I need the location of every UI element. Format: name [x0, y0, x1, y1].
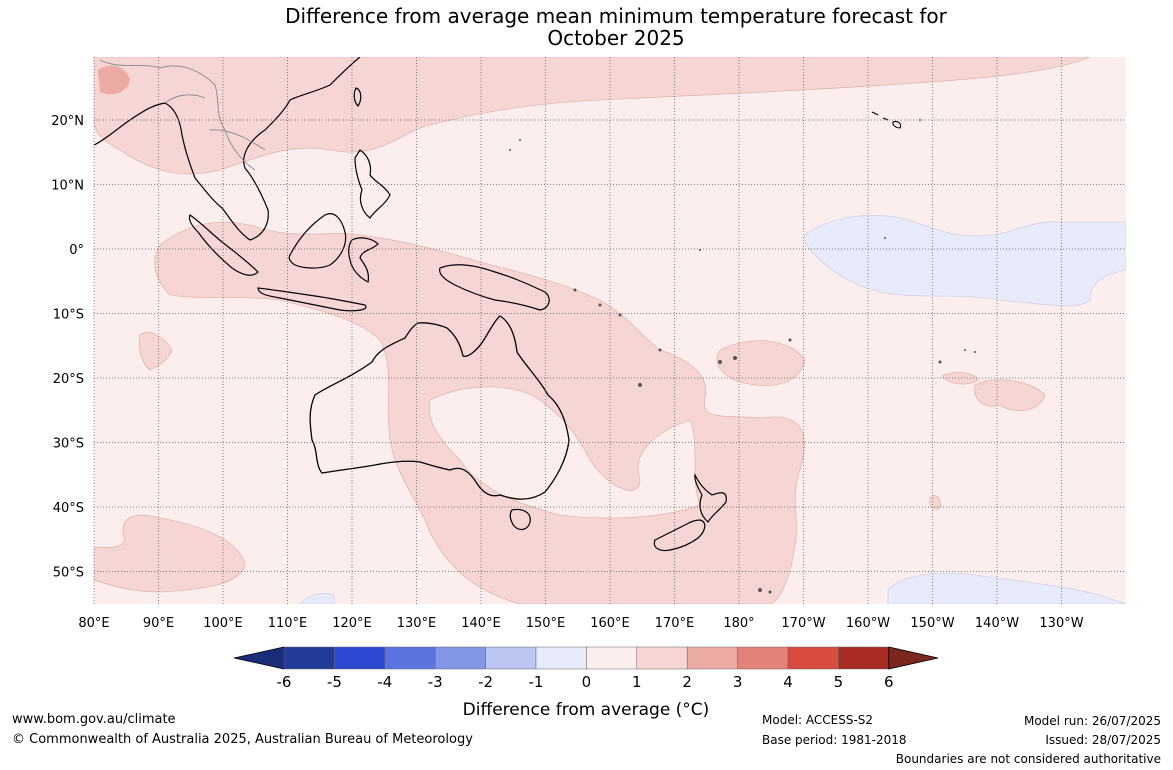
- borders: [99, 59, 266, 171]
- colorbar-tick-label: -6: [277, 673, 292, 691]
- lon-tick-label: 130°E: [397, 616, 437, 631]
- latitude-labels: 20°N 10°N 0° 10°S 20°S 30°S 40°S 50°S: [51, 114, 84, 581]
- taiwan-coastline: [353, 87, 362, 107]
- lat-tick-label: 20°S: [53, 372, 84, 387]
- lon-tick-label: 100°E: [203, 616, 243, 631]
- colorbar-tick-label: 2: [682, 673, 692, 691]
- colorbar-tick-label: 6: [884, 673, 894, 691]
- colorbar-tick-label: -2: [478, 673, 493, 691]
- colorbar-segment: [838, 646, 890, 670]
- lon-tick-label: 140°E: [461, 616, 501, 631]
- sumatra-coastline: [188, 214, 259, 276]
- colorbar-segment: [283, 646, 335, 670]
- lat-tick-label: 40°S: [53, 501, 84, 516]
- lon-tick-label: 130°W: [1039, 616, 1083, 631]
- sulawesi-coastline: [348, 237, 379, 283]
- lon-tick-label: 120°E: [332, 616, 372, 631]
- colorbar-tick-label: 4: [783, 673, 793, 691]
- colorbar-tick-label: 0: [582, 673, 592, 691]
- lat-tick-label: 10°S: [53, 308, 84, 323]
- footer-disclaimer: Boundaries are not considered authoritat…: [895, 752, 1161, 766]
- lon-tick-label: 140°W: [975, 616, 1019, 631]
- new-guinea-coastline: [439, 264, 550, 311]
- colorbar-segment: [485, 646, 537, 670]
- lat-tick-label: 50°S: [53, 566, 84, 581]
- warm-region-east: [974, 379, 1046, 412]
- longitude-labels: 80°E 90°E 100°E 110°E 120°E 130°E 140°E 150°E 16…: [78, 616, 1083, 631]
- lat-tick-label: 10°N: [51, 179, 84, 194]
- warm-region-north: [94, 57, 1091, 175]
- colorbar-high-extension: [888, 646, 939, 670]
- cool-region-south: [299, 593, 335, 604]
- title-line-1: Difference from average mean minimum tem…: [285, 4, 947, 28]
- footer-copyright: © Commonwealth of Australia 2025, Austra…: [12, 732, 473, 747]
- lon-tick-label: 110°E: [268, 616, 308, 631]
- lat-tick-label: 20°N: [51, 114, 84, 129]
- hawaii-coastline: [871, 111, 902, 129]
- warm-region-islet: [929, 495, 941, 510]
- footer-base-period: Base period: 1981-2018: [762, 733, 907, 747]
- colorbar-segment: [586, 646, 638, 670]
- map-field: [94, 57, 1126, 604]
- lon-tick-label: 80°E: [78, 616, 109, 631]
- colorbar-label: Difference from average (°C): [463, 700, 710, 720]
- colorbar-low-extension: [233, 646, 285, 670]
- lon-tick-label: 150°E: [526, 616, 566, 631]
- warm-region-asia: [98, 65, 130, 95]
- colorbar-segment: [434, 646, 486, 670]
- lon-tick-label: 180°: [723, 616, 754, 631]
- lon-tick-label: 170°W: [781, 616, 825, 631]
- cool-region-southeast: [887, 572, 1126, 604]
- new-zealand-coastline: [653, 473, 727, 552]
- warm-region-east-small: [941, 372, 979, 385]
- colorbar-tick-label: -1: [529, 673, 544, 691]
- borneo-coastline: [288, 213, 347, 269]
- neutral-region-australia: [428, 386, 701, 519]
- colorbar-segment: [535, 646, 587, 670]
- java-coastline: [257, 287, 367, 312]
- title-line-2: October 2025: [547, 26, 685, 50]
- graticule: [93, 57, 1126, 604]
- colorbar-tick-label: 3: [733, 673, 743, 691]
- lon-tick-label: 170°E: [655, 616, 695, 631]
- footer-model: Model: ACCESS-S2: [762, 713, 874, 727]
- colorbar-tick-label: 5: [834, 673, 844, 691]
- lon-tick-label: 150°W: [910, 616, 954, 631]
- footer-website[interactable]: www.bom.gov.au/climate: [12, 712, 176, 727]
- colorbar-segment: [384, 646, 436, 670]
- lat-tick-label: 0°: [69, 243, 84, 258]
- colorbar-tick-label: 1: [632, 673, 642, 691]
- colorbar-segment: [636, 646, 688, 670]
- colorbar: -6 -5 -4 -3 -2 -1 0 1 2 3 4 5 6: [233, 646, 939, 691]
- colorbar-segment: [787, 646, 839, 670]
- colorbar-segment: [334, 646, 386, 670]
- footer-model-run: Model run: 26/07/2025: [1023, 714, 1161, 728]
- footer-issued: Issued: 28/07/2025: [1045, 733, 1161, 747]
- colorbar-tick-label: -5: [327, 673, 342, 691]
- colorbar-segment: [737, 646, 789, 670]
- australia-coastline: [309, 315, 570, 500]
- lon-tick-label: 160°W: [846, 616, 890, 631]
- lon-tick-label: 90°E: [143, 616, 174, 631]
- tasmania-coastline: [509, 508, 531, 531]
- colorbar-segment: [686, 646, 738, 670]
- colorbar-tick-label: -3: [428, 673, 443, 691]
- warm-region-southwest: [94, 514, 246, 593]
- colorbar-tick-label: -4: [377, 673, 392, 691]
- lat-tick-label: 30°S: [53, 437, 84, 452]
- warm-region-indian: [139, 332, 173, 371]
- lon-tick-label: 160°E: [590, 616, 630, 631]
- chart-title: Difference from average mean minimum tem…: [0, 5, 1173, 49]
- philippines-coastline: [354, 149, 391, 219]
